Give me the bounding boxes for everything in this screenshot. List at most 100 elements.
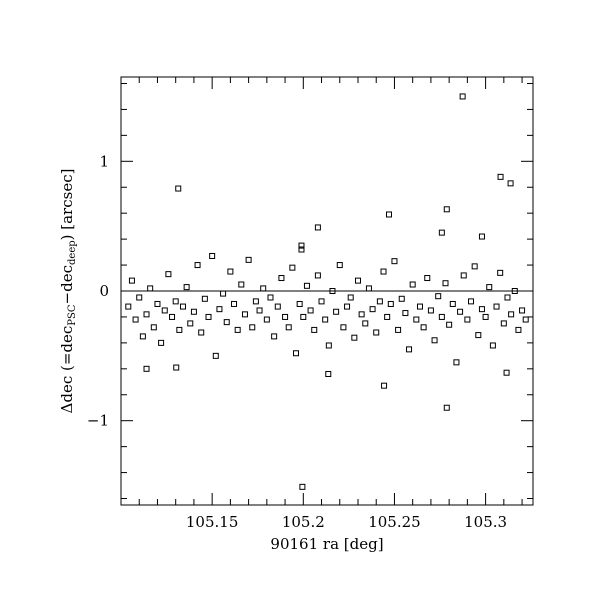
point: [468, 298, 475, 305]
point: [209, 252, 216, 259]
point: [158, 339, 165, 346]
point: [220, 290, 227, 297]
point: [500, 320, 507, 327]
point: [212, 352, 219, 359]
point: [128, 277, 135, 284]
point: [420, 324, 427, 331]
point: [354, 277, 361, 284]
x-axis-label: 90161 ra [deg]: [270, 535, 383, 553]
point: [511, 288, 518, 294]
point: [285, 324, 292, 331]
point: [515, 326, 522, 333]
point: [187, 320, 194, 327]
point: [311, 326, 318, 333]
point: [147, 285, 154, 292]
y-tick-label: −1: [87, 412, 109, 430]
point: [172, 298, 179, 305]
point: [143, 365, 150, 372]
point: [449, 300, 456, 307]
point: [522, 316, 529, 323]
point: [256, 307, 263, 314]
point: [507, 180, 514, 187]
point: [460, 272, 467, 279]
point: [387, 300, 394, 307]
point: [438, 313, 445, 320]
x-tick-label: 105.25: [368, 513, 421, 531]
point: [381, 382, 388, 389]
point: [438, 229, 445, 236]
point: [376, 298, 383, 305]
point: [427, 307, 434, 314]
point: [205, 313, 212, 320]
point: [504, 294, 511, 301]
point: [136, 294, 143, 301]
point: [431, 337, 438, 344]
point: [303, 282, 310, 289]
y-label-text: ) [arcsec]: [58, 169, 76, 241]
point: [416, 303, 423, 310]
point: [132, 316, 139, 323]
y-label-subscript: PSC: [67, 304, 78, 326]
point: [293, 350, 300, 357]
point: [314, 272, 321, 279]
point: [252, 298, 259, 305]
point: [300, 313, 307, 320]
point: [391, 258, 398, 265]
point: [318, 298, 325, 305]
point: [413, 316, 420, 323]
point: [446, 321, 453, 328]
point: [442, 280, 449, 287]
point: [395, 326, 402, 333]
point: [245, 256, 252, 263]
point: [344, 303, 351, 310]
point: [329, 288, 336, 294]
point: [274, 303, 281, 310]
point: [464, 316, 471, 323]
point: [384, 313, 391, 320]
point: [380, 268, 387, 275]
point: [234, 326, 241, 333]
point: [194, 262, 201, 269]
point: [198, 329, 205, 336]
point: [314, 224, 321, 231]
point: [340, 324, 347, 331]
point: [362, 320, 369, 327]
point: [493, 303, 500, 310]
y-tick-label: 0: [99, 282, 109, 300]
point: [143, 311, 150, 318]
y-axis-label: Δdec (=decPSC−decdeep) [arcsec]: [58, 169, 78, 414]
point: [409, 281, 416, 288]
point: [489, 342, 496, 349]
point: [173, 364, 180, 371]
point: [216, 306, 223, 313]
point: [508, 311, 515, 318]
point: [169, 313, 176, 320]
point: [333, 308, 340, 315]
point: [227, 268, 234, 275]
point: [183, 284, 190, 291]
point: [298, 242, 305, 249]
point: [176, 326, 183, 333]
point: [296, 300, 303, 307]
point: [190, 308, 197, 315]
point: [497, 173, 504, 180]
point: [299, 483, 306, 490]
point: [459, 93, 466, 100]
point: [201, 295, 208, 302]
y-tick-label: 1: [99, 152, 109, 170]
point: [223, 319, 230, 326]
point: [373, 329, 380, 336]
point: [150, 324, 157, 331]
y-label-text: −dec: [58, 265, 76, 304]
point: [139, 333, 146, 340]
point: [503, 369, 510, 376]
point: [453, 359, 460, 366]
point: [267, 294, 274, 301]
point: [322, 316, 329, 323]
point: [282, 313, 289, 320]
point: [161, 307, 168, 314]
point: [347, 294, 354, 301]
point: [231, 300, 238, 307]
